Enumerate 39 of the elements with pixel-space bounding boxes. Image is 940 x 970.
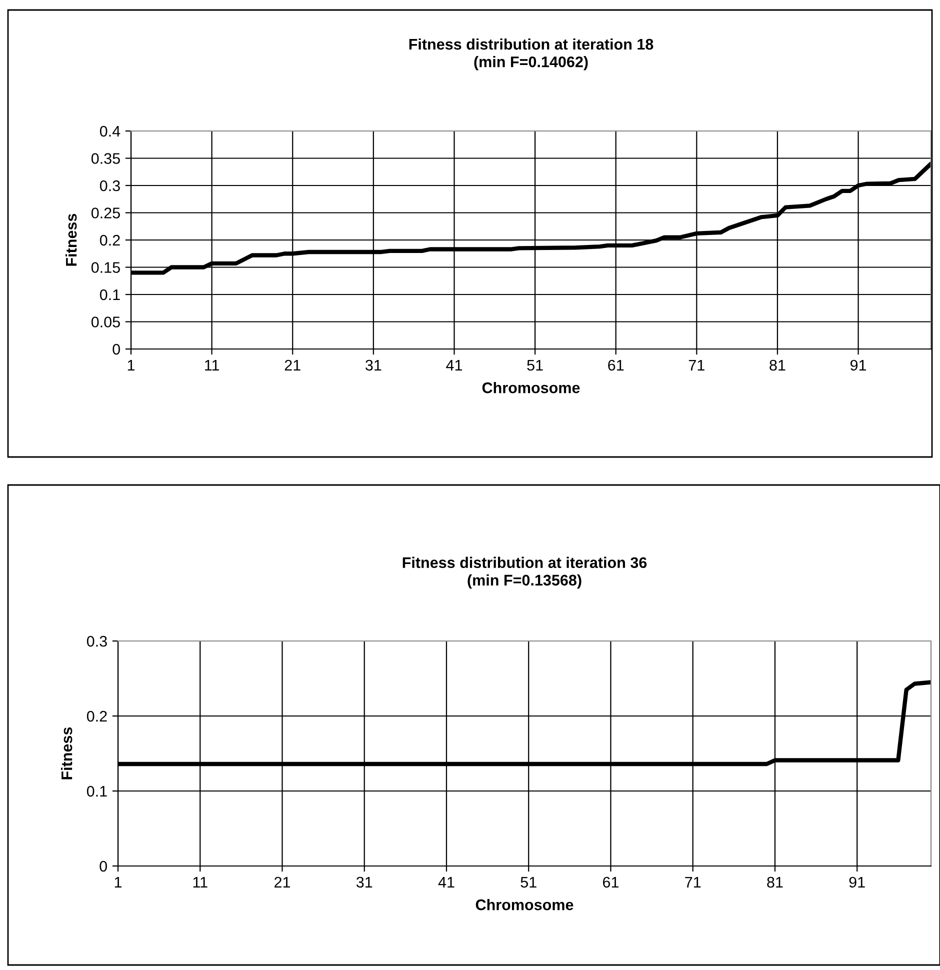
x-tick-label: 61	[608, 360, 624, 371]
x-tick-label: 1	[114, 876, 122, 888]
y-axis-title: Fitness	[66, 214, 77, 266]
y-tick-label: 0.2	[86, 710, 107, 722]
x-tick-label: 41	[438, 876, 454, 888]
x-tick-label: 11	[205, 360, 219, 370]
y-tick-label: 0.4	[100, 126, 120, 137]
y-tick-label: 0.1	[86, 786, 107, 797]
y-tick-label: 0.15	[91, 262, 120, 273]
x-tick-label: 71	[688, 360, 704, 370]
x-tick-label: 51	[527, 360, 543, 371]
chart-title: Fitness distribution at iteration 18 (min F=0.14062)	[409, 38, 654, 70]
x-tick-label: 91	[849, 876, 865, 888]
y-tick-label: 0.2	[100, 234, 120, 246]
x-tick-label: 51	[520, 876, 536, 888]
chart-title: Fitness distribution at iteration 36 (min F=0.13568)	[402, 556, 647, 589]
x-tick-label: 11	[193, 876, 208, 888]
y-tick-label: 0.35	[91, 153, 120, 164]
y-tick-label: 0	[112, 344, 120, 355]
y-tick-label: 0.05	[91, 316, 120, 328]
x-tick-label: 31	[356, 876, 372, 888]
y-tick-label: 0.1	[100, 289, 120, 300]
x-tick-label: 71	[685, 876, 701, 888]
x-axis-title: Chromosome	[482, 382, 580, 394]
x-tick-label: 81	[767, 876, 783, 888]
x-tick-label: 21	[284, 360, 300, 370]
x-tick-label: 31	[366, 360, 382, 371]
x-tick-label: 91	[850, 360, 866, 371]
y-tick-label: 0.3	[100, 180, 120, 192]
x-tick-label: 61	[603, 876, 618, 888]
x-tick-label: 41	[446, 360, 462, 370]
x-axis-title: Chromosome	[476, 898, 574, 910]
y-axis-title: Fitness	[60, 727, 72, 780]
x-tick-label: 21	[274, 876, 290, 888]
y-tick-label: 0.25	[91, 208, 120, 218]
y-tick-label: 0.3	[86, 636, 107, 647]
x-tick-label: 1	[128, 360, 135, 370]
x-tick-label: 81	[770, 360, 786, 371]
y-tick-label: 0	[100, 860, 107, 872]
